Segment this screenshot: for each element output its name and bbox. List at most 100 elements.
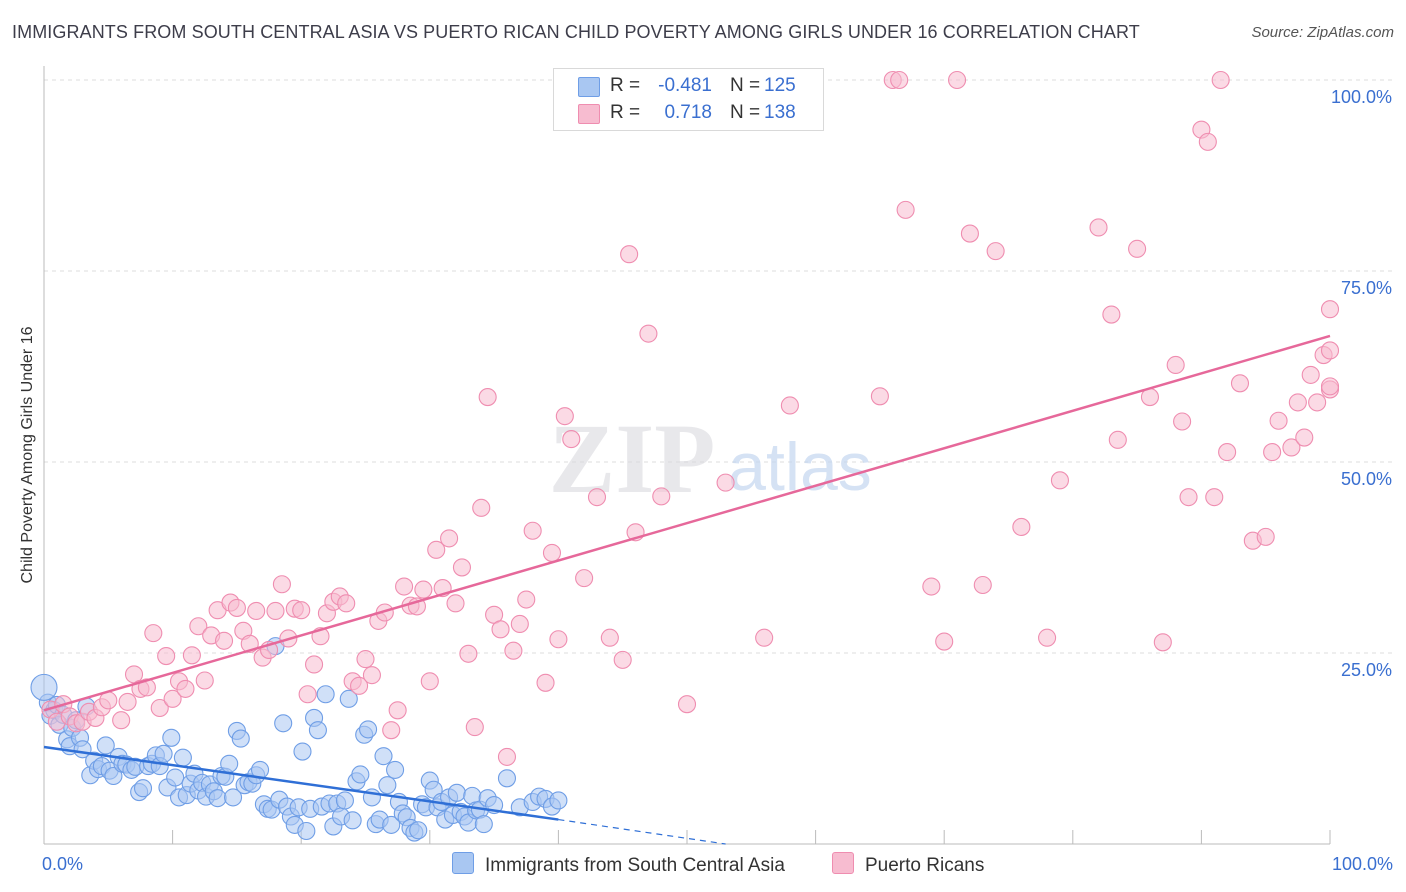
point-immigrants	[409, 821, 428, 840]
point-puerto-ricans	[292, 601, 311, 620]
point-immigrants	[343, 811, 362, 830]
point-puerto-ricans	[414, 580, 433, 599]
point-puerto-ricans	[536, 673, 555, 692]
point-puerto-ricans	[266, 601, 285, 621]
point-puerto-ricans	[1050, 471, 1069, 490]
point-puerto-ricans	[755, 628, 774, 647]
stats-box: R = -0.481 N = 125 R = 0.718 N = 138	[553, 68, 824, 131]
y-tick-label: 50.0%	[1341, 469, 1392, 489]
watermark-zip: ZIP	[549, 403, 716, 514]
point-immigrants	[231, 729, 250, 748]
point-puerto-ricans	[1211, 70, 1230, 90]
point-puerto-ricans	[163, 689, 182, 708]
stats-r-value: -0.481	[658, 75, 712, 96]
y-tick-label: 100.0%	[1331, 87, 1392, 107]
point-puerto-ricans	[247, 601, 266, 621]
point-puerto-ricans	[362, 666, 381, 685]
chart-title: IMMIGRANTS FROM SOUTH CENTRAL ASIA VS PU…	[12, 22, 1140, 42]
point-puerto-ricans	[948, 70, 967, 90]
point-puerto-ricans	[440, 529, 459, 548]
point-puerto-ricans	[510, 614, 529, 634]
trend-lines	[43, 334, 1331, 845]
series-immigrants-points	[30, 637, 568, 842]
point-puerto-ricans	[305, 655, 324, 674]
point-puerto-ricans	[1301, 365, 1320, 384]
point-puerto-ricans	[555, 407, 574, 426]
stats-n-label: N =	[730, 102, 761, 123]
point-immigrants	[162, 728, 181, 747]
point-puerto-ricans	[144, 624, 163, 643]
point-puerto-ricans	[182, 646, 201, 665]
point-puerto-ricans	[137, 678, 156, 697]
point-puerto-ricans	[1288, 393, 1307, 412]
point-puerto-ricans	[472, 498, 491, 517]
point-puerto-ricans	[613, 650, 632, 669]
point-puerto-ricans	[1256, 527, 1275, 546]
point-puerto-ricans	[272, 575, 291, 594]
point-puerto-ricans	[716, 473, 735, 492]
legend-item-immigrants[interactable]: Immigrants from South Central Asia	[452, 852, 785, 877]
point-puerto-ricans	[1089, 218, 1108, 237]
point-immigrants	[497, 769, 517, 788]
watermark: ZIP atlas	[549, 403, 872, 514]
point-puerto-ricans	[1269, 411, 1288, 430]
point-puerto-ricans	[465, 718, 484, 737]
point-immigrants	[374, 747, 393, 766]
stats-n-value: 138	[764, 102, 796, 123]
point-puerto-ricans	[227, 598, 246, 617]
point-puerto-ricans	[452, 558, 472, 577]
point-puerto-ricans	[176, 679, 195, 698]
point-immigrants	[378, 776, 397, 795]
stats-swatch-immigrants	[578, 77, 600, 97]
point-puerto-ricans	[896, 200, 915, 219]
point-puerto-ricans	[1205, 488, 1224, 507]
legend-label-puerto-ricans: Puerto Ricans	[865, 855, 985, 876]
trend-line-immigrants	[43, 745, 559, 821]
point-immigrants	[308, 721, 327, 740]
point-puerto-ricans	[382, 721, 401, 740]
point-immigrants	[96, 736, 115, 755]
point-puerto-ricans	[587, 488, 607, 507]
point-immigrants	[166, 768, 185, 787]
point-puerto-ricans	[620, 245, 639, 264]
point-puerto-ricans	[195, 671, 214, 690]
point-puerto-ricans	[459, 644, 478, 663]
legend-item-puerto-ricans[interactable]: Puerto Ricans	[832, 852, 984, 877]
point-puerto-ricans	[639, 324, 658, 343]
point-puerto-ricans	[973, 575, 992, 595]
point-puerto-ricans	[356, 650, 375, 669]
stats-n-value: 125	[764, 75, 796, 96]
point-immigrants	[382, 815, 401, 834]
point-puerto-ricans	[446, 594, 465, 613]
point-puerto-ricans	[870, 387, 889, 406]
point-immigrants	[359, 720, 378, 739]
point-puerto-ricans	[890, 70, 909, 90]
point-puerto-ricans	[388, 701, 407, 720]
point-puerto-ricans	[1198, 132, 1217, 151]
point-immigrants	[335, 791, 354, 810]
point-puerto-ricans	[517, 590, 536, 609]
stats-r-label: R =	[610, 75, 641, 96]
point-puerto-ricans	[549, 630, 568, 649]
point-puerto-ricans	[1128, 239, 1147, 258]
point-immigrants	[154, 744, 173, 763]
point-puerto-ricans	[420, 672, 439, 691]
point-puerto-ricans	[1012, 517, 1031, 536]
point-immigrants	[293, 742, 312, 761]
point-immigrants	[30, 673, 58, 701]
point-puerto-ricans	[935, 632, 954, 651]
point-puerto-ricans	[298, 685, 317, 704]
point-puerto-ricans	[337, 594, 356, 613]
legend-swatch-puerto-ricans	[832, 852, 854, 874]
point-puerto-ricans	[1320, 300, 1340, 319]
point-puerto-ricans	[118, 692, 137, 711]
point-puerto-ricans	[1179, 488, 1198, 507]
y-axis-label: Child Poverty Among Girls Under 16	[19, 326, 36, 584]
point-puerto-ricans	[112, 711, 131, 730]
point-puerto-ricans	[497, 747, 517, 766]
point-puerto-ricans	[189, 617, 208, 636]
x-tick-label: 0.0%	[42, 854, 83, 874]
point-immigrants	[386, 760, 405, 779]
point-puerto-ricans	[600, 628, 619, 647]
